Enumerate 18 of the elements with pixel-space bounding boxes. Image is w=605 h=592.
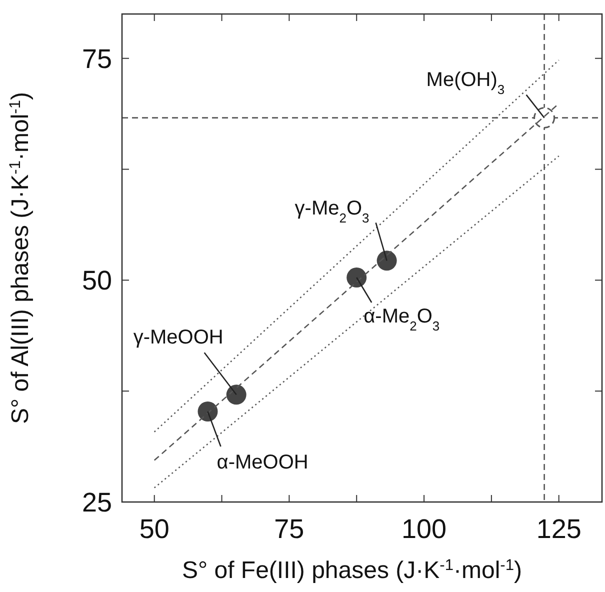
- x-axis-title: S° of Fe(III) phases (J·K$^{-1}$·mol$^{-1}$): [182, 556, 522, 584]
- x-tick-label: 125: [536, 514, 582, 544]
- y-tick-label: 50: [82, 266, 112, 296]
- x-tick-label: 75: [274, 514, 304, 544]
- y-tick-label: 75: [82, 44, 112, 74]
- point: [198, 402, 218, 422]
- point: [376, 250, 397, 271]
- annotation: α-MeOOH: [216, 452, 308, 474]
- annotation: α-Me$_{2}$O$_{3}$: [364, 306, 440, 334]
- point: [534, 107, 556, 129]
- annotation: Me(OH)$_{3}$: [426, 68, 505, 96]
- annotation: γ-MeOOH: [133, 326, 224, 349]
- x-tick-label: 100: [401, 514, 447, 544]
- annotation: γ-Me$_{2}$O$_{3}$: [294, 198, 370, 226]
- point: [226, 384, 246, 405]
- y-tick-label: 25: [82, 487, 112, 518]
- point: [346, 268, 367, 288]
- x-tick-label: 50: [139, 514, 170, 544]
